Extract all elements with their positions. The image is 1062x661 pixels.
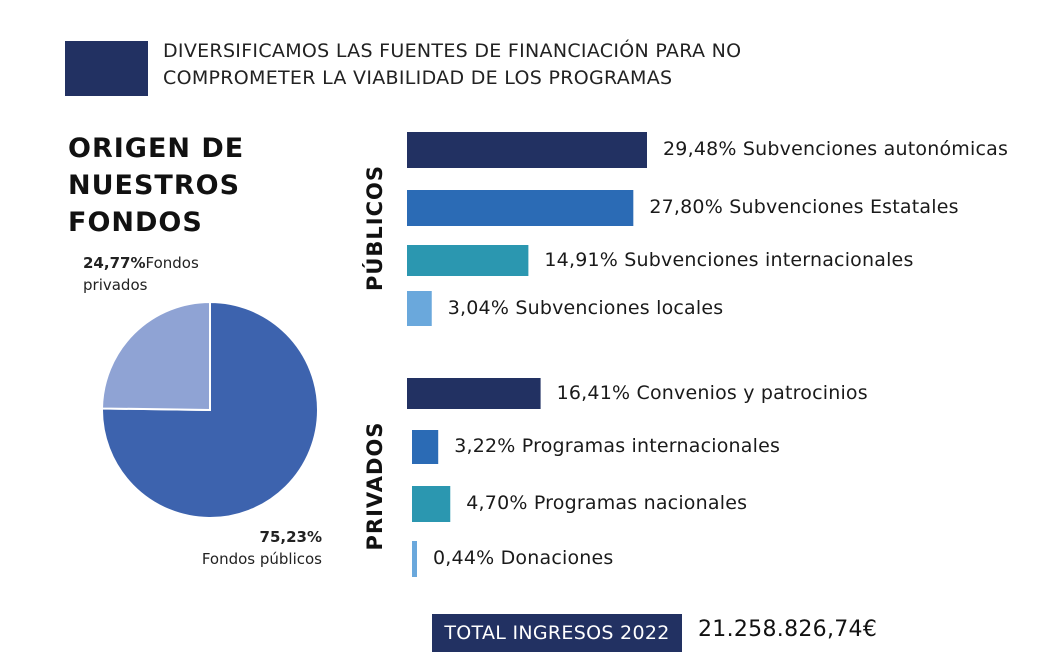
bar-label-1-2: 4,70% Programas nacionales: [466, 492, 748, 514]
group-label-privados: PRIVADOS: [363, 421, 387, 551]
pie-pct-public: 75,23%: [259, 528, 322, 546]
pie-chart: [100, 300, 319, 519]
pie-slice-0: [101, 300, 319, 519]
chart-title: ORIGEN DE NUESTROS FONDOS: [68, 130, 244, 241]
title-line-1: ORIGEN DE: [68, 133, 245, 164]
bar-label-1-0: 16,41% Convenios y patrocinios: [556, 381, 868, 404]
header-color-block: [65, 41, 148, 96]
pie-name-public: Fondos públicos: [201, 550, 322, 568]
bar-0-1: [407, 190, 634, 226]
pie-label-private: 24,77%Fondos privados: [83, 252, 199, 296]
pie-name-private-2: privados: [83, 276, 148, 294]
bar-0-3: [407, 291, 432, 326]
header-text: DIVERSIFICAMOS LAS FUENTES DE FINANCIACI…: [163, 38, 741, 92]
bar-label-1-1: 3,22% Programas internacionales: [454, 435, 781, 457]
bar-1-2: [412, 486, 451, 522]
group-label-publicos: PÚBLICOS: [363, 164, 387, 292]
bar-label-1-3: 0,44% Donaciones: [433, 547, 614, 569]
header-line-1: DIVERSIFICAMOS LAS FUENTES DE FINANCIACI…: [163, 40, 742, 62]
bar-1-1: [412, 430, 439, 464]
pie-slice-1: [100, 300, 211, 412]
title-line-3: FONDOS: [68, 207, 203, 238]
bar-0-0: [407, 132, 647, 168]
bar-1-3: [412, 541, 417, 577]
total-value: 21.258.826,74€: [698, 617, 878, 642]
title-line-2: NUESTROS: [68, 170, 241, 201]
bar-0-2: [407, 245, 529, 276]
total-label: TOTAL INGRESOS 2022: [432, 614, 682, 652]
pie-pct-private: 24,77%: [83, 254, 146, 272]
pie-name-private-1: Fondos: [145, 254, 199, 272]
bar-chart: [407, 132, 647, 577]
bar-label-0-0: 29,48% Subvenciones autonómicas: [663, 138, 1009, 160]
bar-label-0-1: 27,80% Subvenciones Estatales: [649, 196, 959, 218]
header-line-2: COMPROMETER LA VIABILIDAD DE LOS PROGRAM…: [163, 67, 673, 89]
bar-label-0-3: 3,04% Subvenciones locales: [447, 296, 724, 319]
bar-1-0: [407, 378, 541, 409]
bar-label-0-2: 14,91% Subvenciones internacionales: [544, 248, 914, 271]
pie-label-public: 75,23% Fondos públicos: [190, 526, 322, 570]
